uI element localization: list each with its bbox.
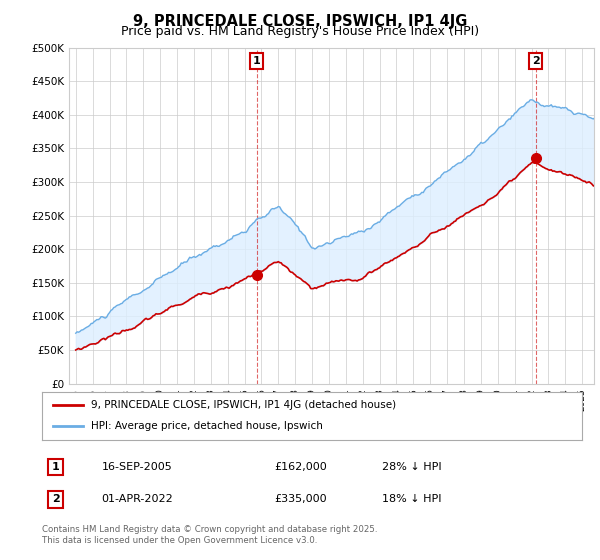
Text: 01-APR-2022: 01-APR-2022	[101, 494, 173, 505]
Text: 9, PRINCEDALE CLOSE, IPSWICH, IP1 4JG (detached house): 9, PRINCEDALE CLOSE, IPSWICH, IP1 4JG (d…	[91, 400, 396, 410]
Text: 9, PRINCEDALE CLOSE, IPSWICH, IP1 4JG: 9, PRINCEDALE CLOSE, IPSWICH, IP1 4JG	[133, 14, 467, 29]
Text: 28% ↓ HPI: 28% ↓ HPI	[382, 462, 442, 472]
Text: Contains HM Land Registry data © Crown copyright and database right 2025.
This d: Contains HM Land Registry data © Crown c…	[42, 525, 377, 545]
Text: 1: 1	[52, 462, 59, 472]
Text: 18% ↓ HPI: 18% ↓ HPI	[382, 494, 442, 505]
Text: 2: 2	[52, 494, 59, 505]
Text: 1: 1	[253, 56, 260, 66]
Text: Price paid vs. HM Land Registry's House Price Index (HPI): Price paid vs. HM Land Registry's House …	[121, 25, 479, 38]
Text: £162,000: £162,000	[274, 462, 327, 472]
Text: 16-SEP-2005: 16-SEP-2005	[101, 462, 172, 472]
Text: £335,000: £335,000	[274, 494, 327, 505]
Text: 2: 2	[532, 56, 539, 66]
Text: HPI: Average price, detached house, Ipswich: HPI: Average price, detached house, Ipsw…	[91, 421, 322, 431]
